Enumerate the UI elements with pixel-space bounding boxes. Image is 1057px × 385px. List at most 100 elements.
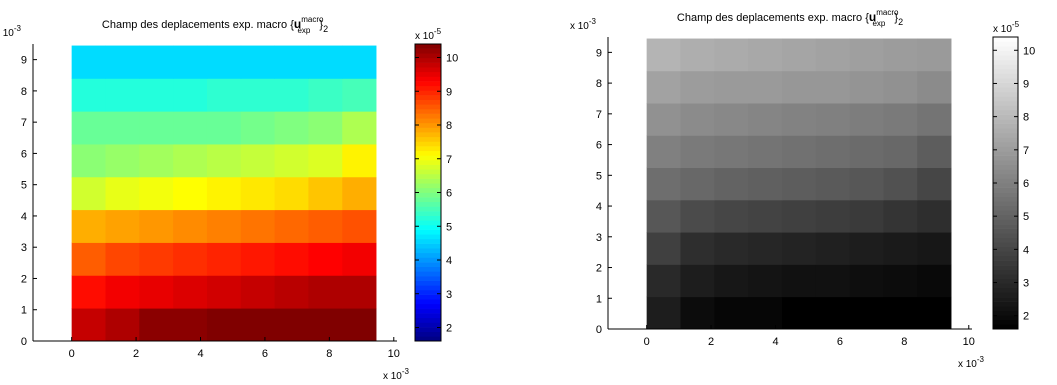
heatmap-cell — [646, 199, 681, 233]
heatmap-cell — [105, 111, 140, 145]
colorbar-segment — [993, 50, 1018, 56]
colorbar-segment — [993, 178, 1018, 184]
heatmap-cell — [748, 70, 783, 104]
y-tick-label: 7 — [596, 109, 602, 121]
y-tick-label: 5 — [21, 180, 27, 192]
heatmap-cell — [240, 45, 275, 79]
heatmap-cell — [883, 232, 918, 265]
heatmap-cell — [748, 167, 783, 201]
y-tick-label: 5 — [596, 170, 602, 182]
heatmap-cell — [680, 199, 715, 233]
heatmap-cell — [883, 38, 918, 72]
heatmap-cell — [680, 296, 715, 330]
colorbar-segment — [993, 246, 1018, 252]
x-axis-exponent: x 10-3 — [383, 367, 410, 382]
y-tick-label: 1 — [596, 293, 602, 305]
colorbar-segment — [993, 173, 1018, 179]
colorbar-segment — [415, 322, 441, 328]
colorbar-segment — [415, 71, 441, 77]
heatmap-cell — [173, 209, 208, 243]
colorbar: 2 3 4 5 6 7 8 9 10 x 10-5 — [414, 27, 458, 342]
colorbar-segment — [415, 146, 441, 152]
heatmap-cell — [139, 242, 174, 276]
colorbar-segment — [993, 306, 1018, 312]
y-tick-label: 4 — [596, 201, 602, 213]
colorbar-segment — [993, 46, 1018, 51]
colorbar-segment — [993, 87, 1018, 93]
colorbar-exponent: x 10-5 — [415, 27, 442, 42]
y-tick-label: 3 — [21, 242, 27, 254]
heatmap-cell — [849, 199, 884, 233]
heatmap-cell — [646, 135, 681, 169]
heatmap-cell — [105, 78, 140, 112]
colorbar-segment — [993, 73, 1018, 79]
colorbar-segment — [415, 136, 441, 142]
x-exponent-base: x 10 — [958, 359, 977, 370]
colorbar-segment — [415, 99, 441, 105]
colorbar-segment — [993, 155, 1018, 161]
heatmap-cell — [105, 242, 140, 276]
y-tick-label: 6 — [21, 148, 27, 160]
heatmap-cell — [105, 209, 140, 243]
heatmap-cell — [849, 167, 884, 201]
colorbar-exponent: x 10-5 — [993, 20, 1020, 35]
y-tick-label: 8 — [21, 86, 27, 98]
colorbar-segment — [993, 283, 1018, 289]
colorbar-segment — [415, 220, 441, 226]
colorbar-segment — [415, 303, 441, 309]
colorbar-tick-label: 6 — [446, 188, 452, 200]
colorbar-segment — [415, 294, 441, 300]
colorbar-segment — [993, 132, 1018, 138]
x-exponent-power: -3 — [402, 367, 410, 376]
colorbar-segment — [993, 123, 1018, 129]
heatmap-cell — [240, 275, 275, 309]
colorbar-tick-label: 6 — [1023, 178, 1029, 190]
heatmap-cell — [342, 275, 377, 309]
heatmap-cell — [274, 176, 309, 211]
colorbar-segment — [993, 187, 1018, 193]
colorbar-tick-label: 8 — [1023, 112, 1029, 124]
colorbar-segment — [415, 81, 441, 87]
heatmap-cell — [173, 242, 208, 276]
heatmap-cell — [714, 199, 749, 233]
x-tick-label: 0 — [69, 348, 75, 360]
heatmap-cell — [917, 167, 952, 201]
heatmap-cell — [917, 135, 952, 169]
heatmap-cell — [274, 78, 309, 112]
colorbar-segment — [993, 269, 1018, 275]
x-tick-label: 2 — [133, 348, 139, 360]
colorbar-segment — [415, 257, 441, 263]
heatmap-cell — [680, 232, 715, 265]
colorbar-segment — [415, 187, 441, 193]
heatmap-cell — [883, 199, 918, 233]
colorbar-segment — [993, 224, 1018, 229]
colorbar-segment — [993, 324, 1018, 330]
title-superscript: macro — [301, 15, 324, 24]
chart-title: Champ des deplacements exp. macro {umacr… — [102, 15, 328, 35]
colorbar-tick-label: 10 — [1023, 45, 1035, 57]
heatmap-cell — [206, 308, 242, 342]
heatmap-cell — [206, 111, 242, 145]
heatmap-cell — [680, 264, 715, 298]
colorbar-segment — [993, 141, 1018, 147]
y-tick-label: 9 — [21, 55, 27, 67]
heatmap-cells — [71, 45, 377, 342]
colorbar-tick-label: 5 — [446, 221, 452, 233]
colorbar-segment — [415, 173, 441, 179]
heatmap-cell — [748, 135, 783, 169]
colorbar-segment — [415, 308, 441, 314]
heatmap-cell — [139, 45, 174, 79]
colorbar-segment — [415, 197, 441, 203]
colorbar-segment — [415, 122, 441, 128]
heatmap-cell — [71, 209, 106, 243]
colorbar-tick-label: 10 — [446, 53, 458, 65]
colorbar-segment — [993, 192, 1018, 197]
colorbar-segment — [415, 108, 441, 114]
colorbar-segment — [415, 238, 441, 244]
colorbar-tick-label: 2 — [446, 323, 452, 335]
colorbar-segment — [993, 301, 1018, 307]
colorbar-segment — [415, 62, 441, 68]
colorbar-tick-label: 3 — [446, 289, 452, 301]
heatmap-cell — [748, 296, 783, 330]
